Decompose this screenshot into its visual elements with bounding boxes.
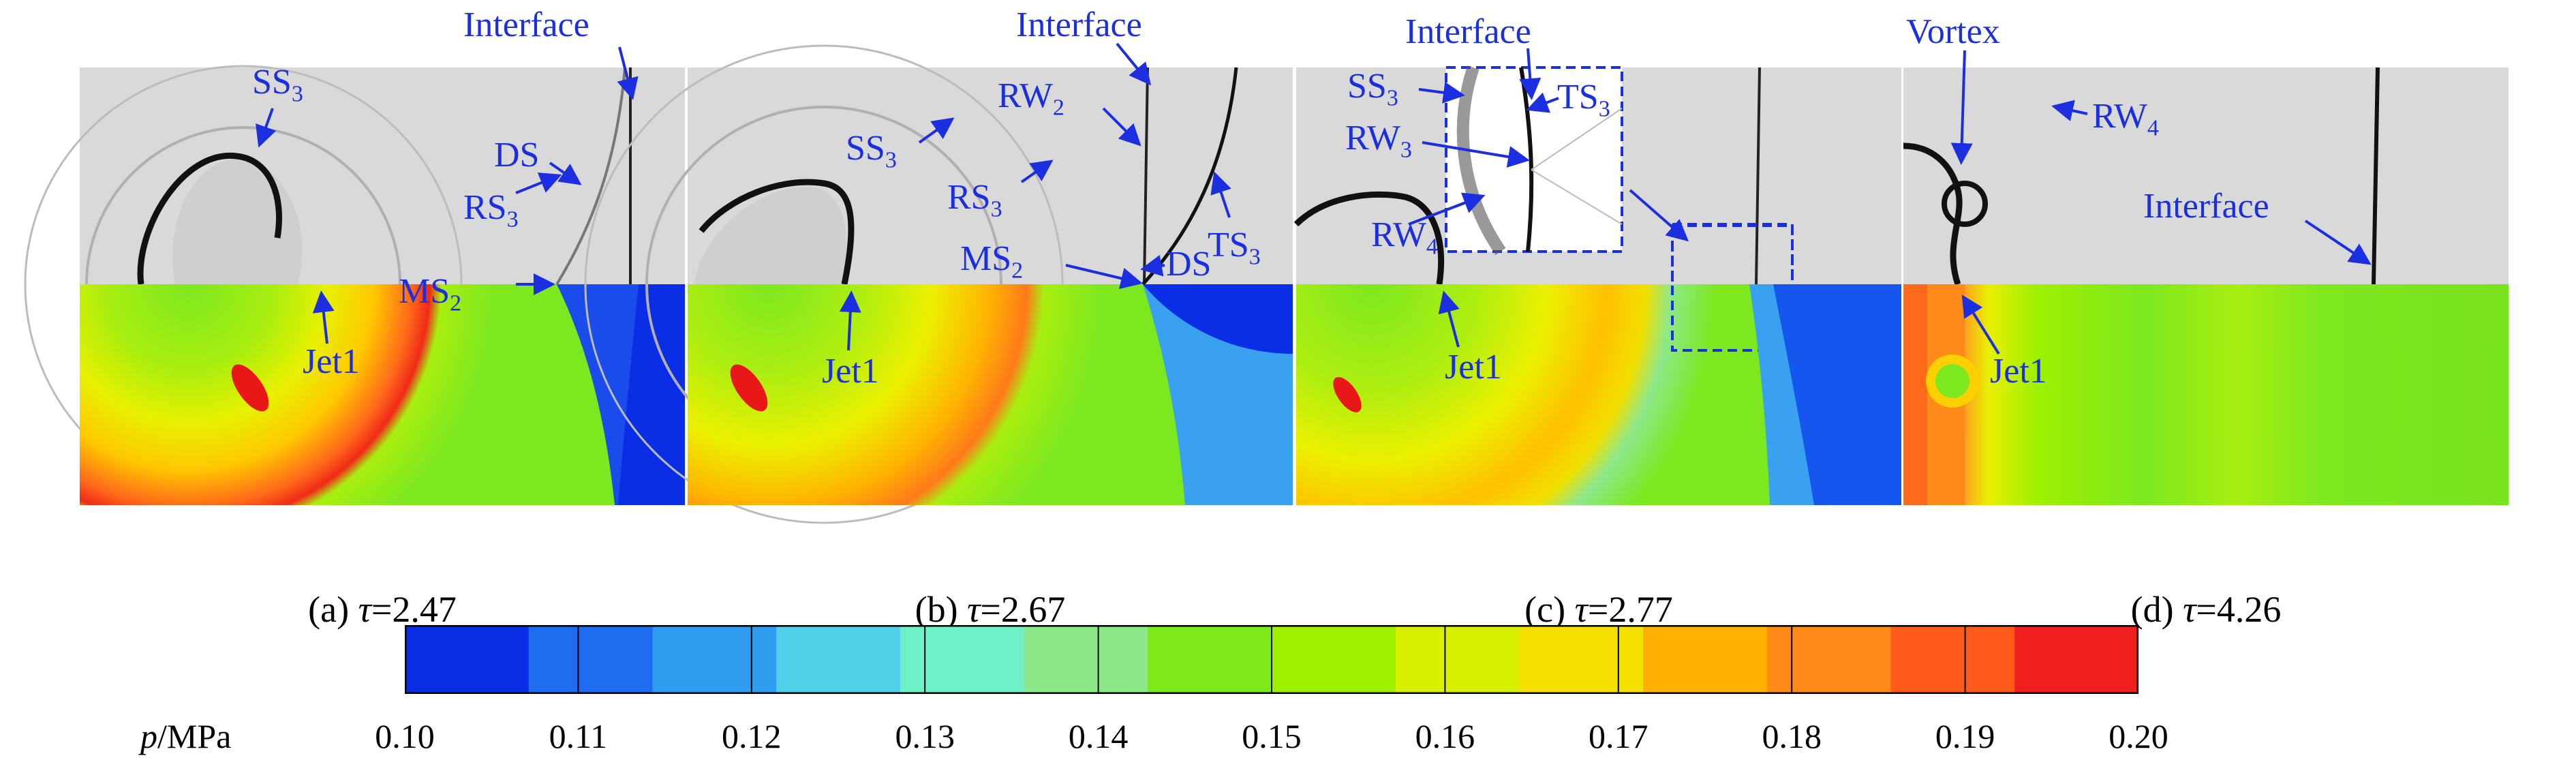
schlieren-region: [80, 67, 685, 284]
colorbar-tick-label: 0.14: [1068, 717, 1129, 755]
vortex-pressure-spot: [1926, 354, 1979, 408]
high-pressure-spot: [1333, 377, 1362, 412]
colorbar-label: p/MPa: [140, 717, 232, 755]
label-vortex: Vortex: [1906, 12, 2000, 51]
label-ts3: TS3: [1208, 226, 1261, 270]
high-pressure-spot: [730, 364, 768, 412]
interface-line: [2372, 67, 2380, 285]
label-ds: DS: [1166, 245, 1212, 284]
label-rw4: RW4: [1371, 215, 1438, 260]
colorbar: [405, 625, 2138, 694]
colorbar-cell: [528, 625, 654, 694]
label-ms2: MS2: [399, 272, 462, 316]
panel-d-field: [1903, 67, 2509, 505]
caption-b: (b) τ=2.67: [915, 589, 1066, 630]
vortex-core: [1942, 181, 1988, 227]
panel-c: Interface SS3 TS3 RW3 RW4 Jet1 (c) τ=2.7…: [1293, 14, 1901, 630]
colorbar-cells: [405, 625, 2138, 694]
colorbar-cell: [900, 625, 1025, 694]
label-interface: Interface: [1405, 12, 1531, 51]
colorbar-tick-label: 0.18: [1762, 717, 1822, 755]
label-jet1: Jet1: [1445, 348, 1502, 386]
colorbar-tick-label: 0.17: [1589, 717, 1649, 755]
label-rw4: RW4: [2092, 97, 2159, 141]
colorbar-tick-label: 0.15: [1242, 717, 1302, 755]
panel-a-field: [24, 65, 685, 505]
panel-b: Interface RW2 SS3 RS3 TS3 MS2 DS Jet1 (b…: [584, 7, 1293, 630]
colorbar-tick-label: 0.11: [549, 717, 608, 755]
panel-a: SS3 RS3 DS MS2 Interface Jet1 (a) τ=2.47: [24, 7, 685, 630]
colorbar-cell: [1643, 625, 1768, 694]
colorbar-frame: [405, 625, 2138, 694]
label-jet1: Jet1: [1990, 352, 2047, 391]
panel-d: Vortex RW4 Interface Jet1 (d) τ=4.26: [1903, 14, 2509, 630]
colorbar-cell: [1148, 625, 1272, 694]
colorbar-tick-label: 0.10: [375, 717, 435, 755]
label-ss3: SS3: [252, 63, 303, 107]
label-rw3: RW3: [1345, 119, 1412, 163]
interface-line: [1143, 67, 1149, 285]
colorbar-tick-label: 0.16: [1415, 717, 1475, 755]
label-jet1: Jet1: [303, 342, 360, 381]
label-interface: Interface: [2143, 187, 2269, 226]
colorbar-cell: [776, 625, 901, 694]
colorbar-tick-label: 0.20: [2109, 717, 2168, 755]
label-rs3: RS3: [463, 188, 519, 232]
colorbar-cell: [1890, 625, 2016, 694]
vortex-outline: [1903, 142, 1963, 286]
label-ss3: SS3: [846, 129, 897, 173]
interface-line: [1755, 67, 1761, 285]
colorbar-cell: [1395, 625, 1520, 694]
colorbar-tick-label: 0.19: [1935, 717, 1995, 755]
colorbar-cell: [1766, 625, 1892, 694]
jet-bubble-outline: [137, 153, 282, 285]
label-rw2: RW2: [998, 76, 1064, 121]
colorbar-tick-label: 0.13: [895, 717, 955, 755]
caption-a: (a) τ=2.47: [308, 589, 457, 630]
jet-bubble-outline: [699, 179, 855, 285]
pressure-region: [1903, 284, 2509, 505]
label-interface: Interface: [463, 5, 589, 44]
panel-b-field: [584, 44, 1293, 524]
label-ds: DS: [494, 136, 540, 175]
colorbar-cell: [2014, 625, 2138, 694]
colorbar-dividers: [577, 625, 1966, 694]
label-rs3: RS3: [947, 178, 1002, 222]
high-pressure-spot: [231, 364, 269, 412]
colorbar-cell: [652, 625, 778, 694]
caption-c: (c) τ=2.77: [1524, 589, 1673, 630]
jet-bubble-outline: [1293, 191, 1445, 285]
label-interface: Interface: [1016, 5, 1142, 44]
colorbar-cell: [405, 625, 530, 694]
colorbar-cell: [1272, 625, 1396, 694]
label-ss3: SS3: [1347, 67, 1398, 111]
colorbar-cell: [1519, 625, 1644, 694]
label-jet1: Jet1: [822, 352, 879, 391]
colorbar-cell: [1024, 625, 1149, 694]
colorbar-tick-label: 0.12: [722, 717, 782, 755]
caption-d: (d) τ=4.26: [2130, 589, 2282, 630]
label-ms2: MS2: [960, 239, 1024, 284]
label-ts3: TS3: [1557, 78, 1610, 122]
schlieren-region: [1903, 67, 2509, 284]
